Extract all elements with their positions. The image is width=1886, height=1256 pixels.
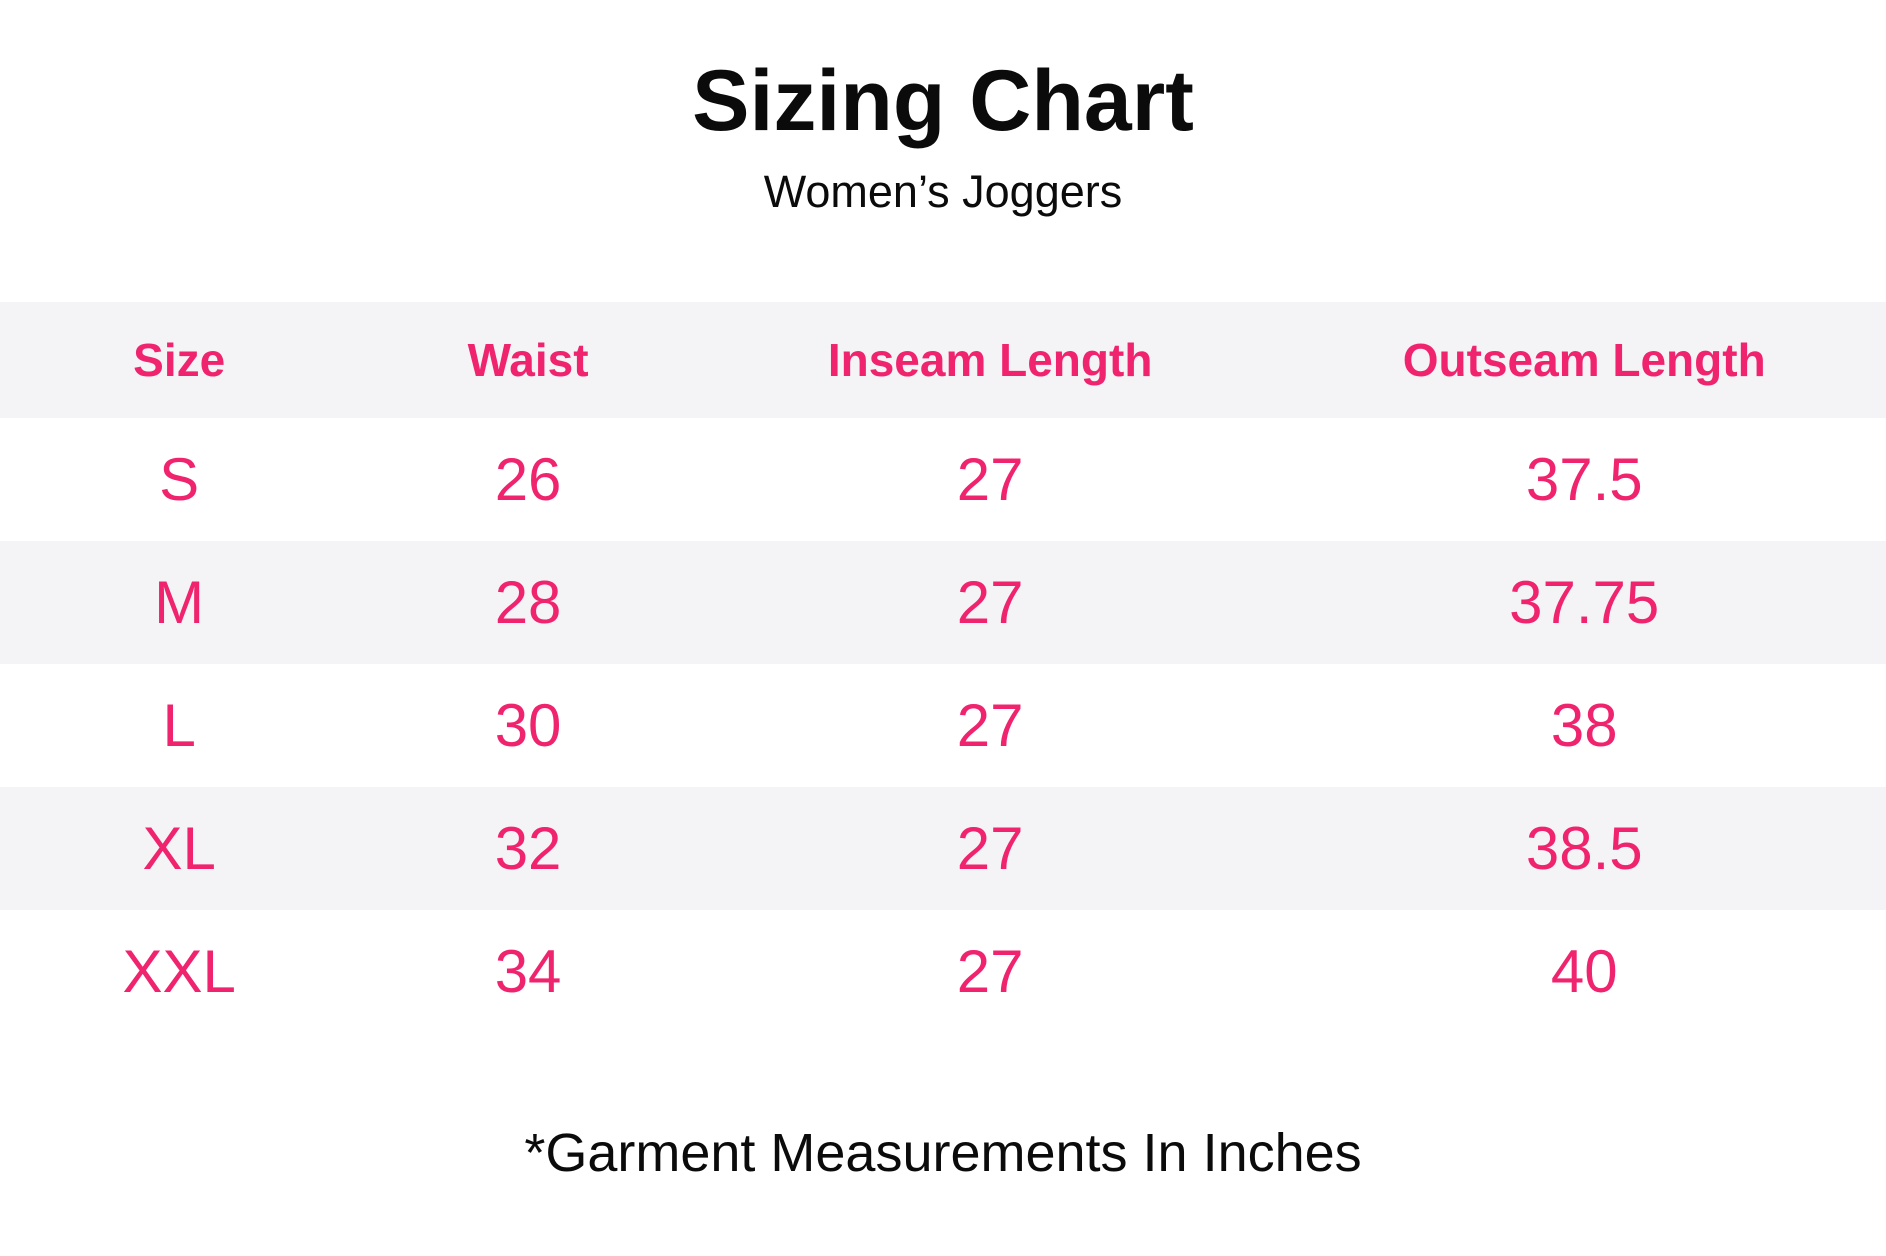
table-row-l: L 30 27 38	[0, 664, 1886, 787]
outseam-cell: 40	[1550, 938, 1618, 1005]
size-cell: M	[154, 569, 205, 636]
outseam-cell: 37.75	[1509, 569, 1660, 636]
page-subtitle: Women’s Joggers	[763, 166, 1123, 218]
size-cell: L	[162, 692, 196, 759]
outseam-cell: 38	[1550, 692, 1618, 759]
outseam-cell: 37.5	[1525, 446, 1643, 513]
column-header-inseam: Inseam Length	[827, 334, 1153, 386]
inseam-cell: 27	[956, 938, 1024, 1005]
table-row-m: M 28 27 37.75	[0, 541, 1886, 664]
waist-cell: 30	[494, 692, 562, 759]
size-cell: XL	[142, 815, 216, 882]
column-header-outseam: Outseam Length	[1402, 334, 1766, 386]
table-row-xxl: XXL 34 27 40	[0, 910, 1886, 1033]
size-cell: XXL	[122, 938, 236, 1005]
inseam-cell: 27	[956, 446, 1024, 513]
measurement-units-footnote: *Garment Measurements In Inches	[524, 1123, 1362, 1183]
table-row-s: S 26 27 37.5	[0, 418, 1886, 541]
column-header-size: Size	[133, 334, 226, 386]
outseam-cell: 38.5	[1525, 815, 1643, 882]
chart-header: Sizing Chart Women’s Joggers	[0, 0, 1886, 218]
waist-cell: 34	[494, 938, 562, 1005]
sizing-table-container: Size Waist Inseam Length Outseam Length …	[0, 302, 1886, 1033]
header-row: Size Waist Inseam Length Outseam Length	[0, 302, 1886, 418]
column-header-waist: Waist	[467, 334, 589, 386]
waist-cell: 32	[494, 815, 562, 882]
inseam-cell: 27	[956, 692, 1024, 759]
inseam-cell: 27	[956, 815, 1024, 882]
size-cell: S	[159, 446, 200, 513]
waist-cell: 26	[494, 446, 562, 513]
inseam-cell: 27	[956, 569, 1024, 636]
table-row-xl: XL 32 27 38.5	[0, 787, 1886, 910]
sizing-table: Size Waist Inseam Length Outseam Length …	[0, 302, 1886, 1033]
page-title: Sizing Chart	[692, 53, 1194, 149]
waist-cell: 28	[494, 569, 562, 636]
